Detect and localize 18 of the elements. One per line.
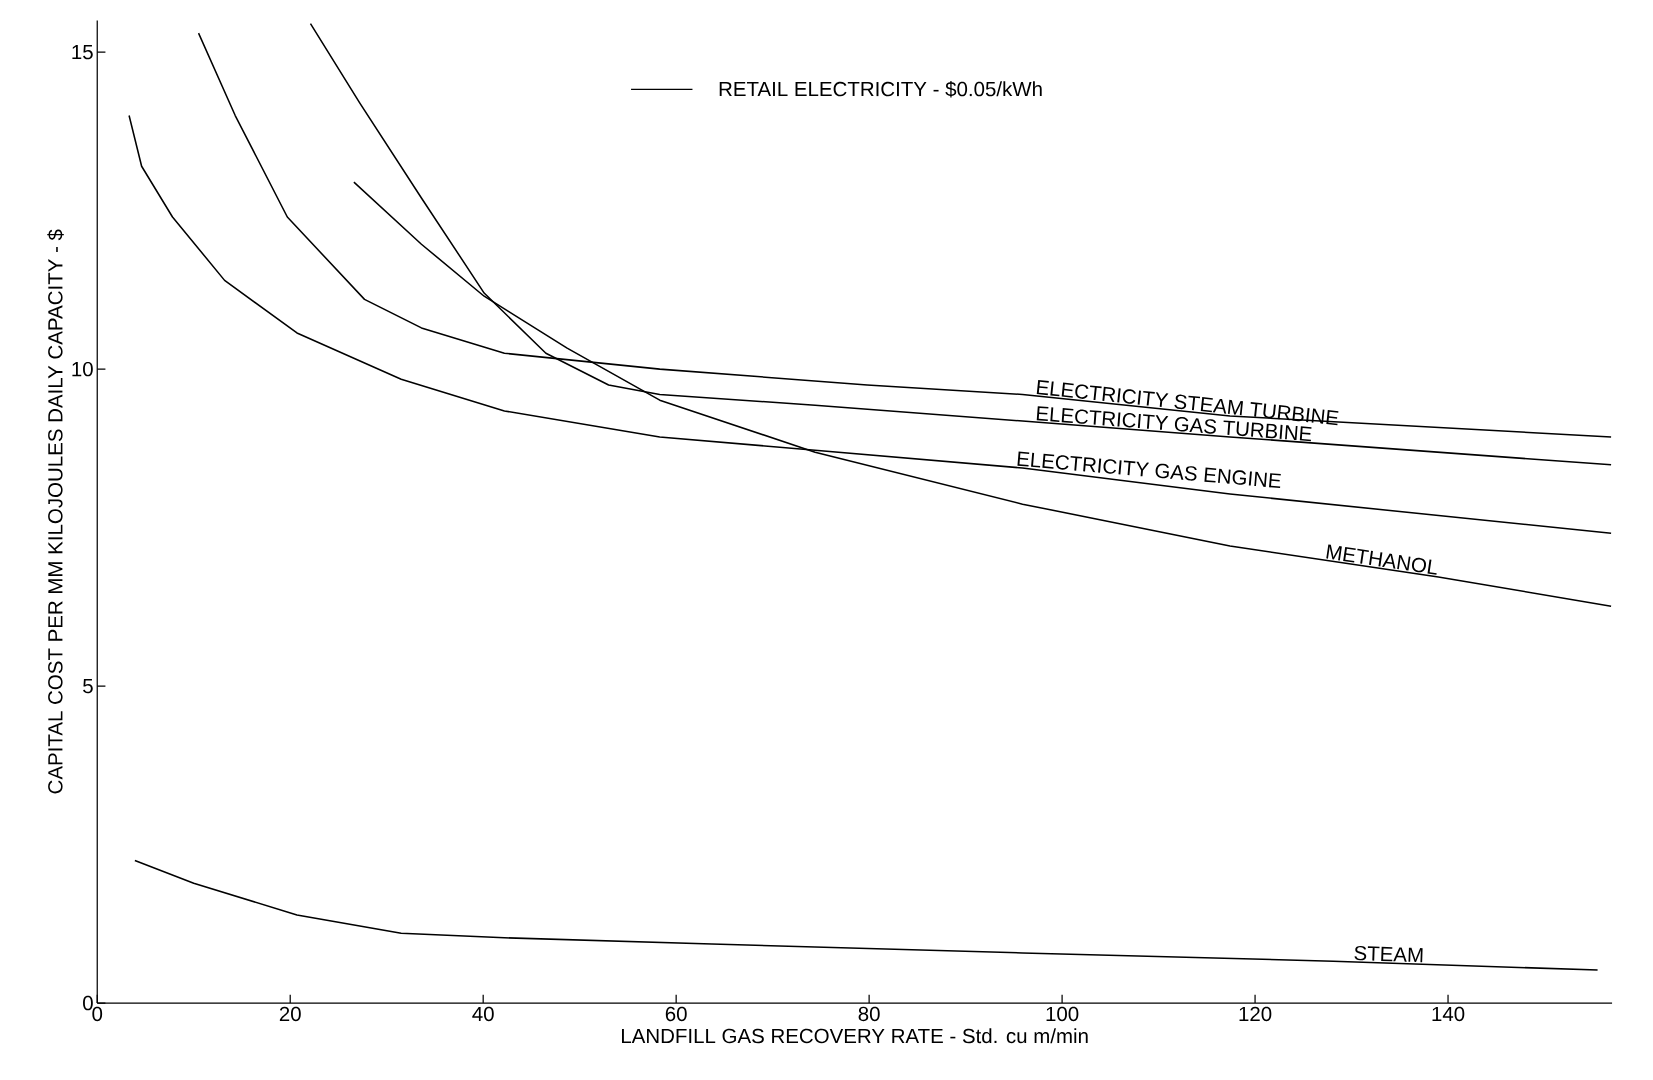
y-tick-label: 0	[83, 995, 93, 1011]
y-tick-label: 5	[83, 679, 93, 694]
line-series	[134, 859, 1599, 971]
x-tick-label: 120	[1239, 1006, 1272, 1022]
x-tick-label: 100	[1046, 1006, 1079, 1022]
x-tick-label: 40	[472, 1006, 494, 1022]
annotation: RETAIL ELECTRICITY - $0.05/kWh	[719, 81, 1042, 98]
x-tick-label: 60	[665, 1006, 687, 1022]
x-tick-label: 20	[279, 1006, 301, 1022]
x-tick-label: 140	[1432, 1006, 1465, 1022]
y-tick-label: 10	[72, 361, 93, 377]
series-label: STEAM	[1354, 945, 1423, 963]
y-axis-title: CAPITAL COST PER MM KILOJOULES DAILY CAPACITY - $	[47, 229, 64, 794]
x-tick-label: 80	[858, 1006, 880, 1022]
series-label: ELECTRICITY GAS ENGINE	[1017, 451, 1281, 489]
y-tick-label: 15	[72, 45, 93, 60]
text: METHANOL	[1326, 544, 1437, 575]
x-axis-title: LANDFILL GAS RECOVERY RATE - Std. cu m/min	[622, 1028, 1088, 1044]
